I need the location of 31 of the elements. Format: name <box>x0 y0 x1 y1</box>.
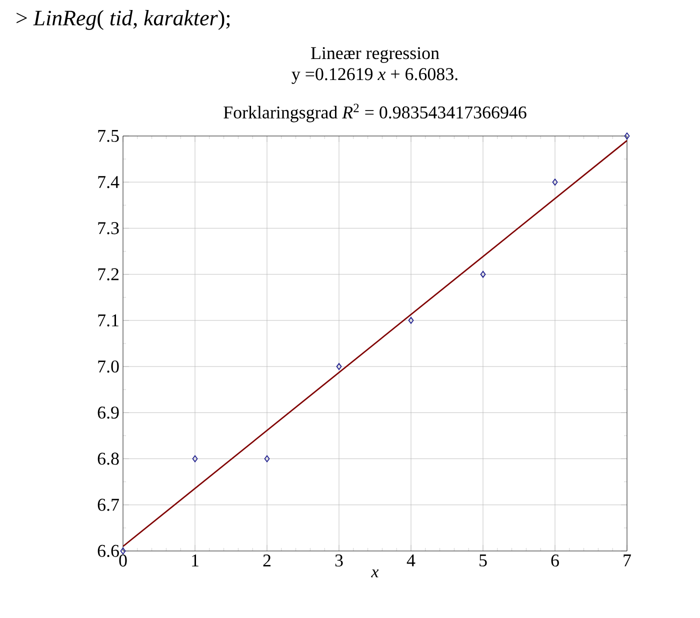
chart-title: Lineær regression <box>311 47 440 63</box>
x-axis-title: x <box>371 569 379 578</box>
point <box>192 455 198 462</box>
x-tick-label: 0 <box>119 554 127 567</box>
x-tick-label: 4 <box>406 554 416 566</box>
x-tick-label: 7 <box>624 554 631 566</box>
x-tick-label: 2 <box>263 554 271 566</box>
x-tick-label: 3 <box>335 554 343 567</box>
x-tick-label: 5 <box>480 554 487 566</box>
y-tick-label: 7.3 <box>98 222 119 234</box>
y-tick-label: 6.7 <box>98 498 119 511</box>
x-tick-label: 1 <box>192 554 198 566</box>
y-tick-label: 6.6 <box>98 544 119 558</box>
chart-subtitle: y =0.12619 x + 6.6083. <box>292 68 458 84</box>
text: Forklaringsgrad R$^{2}$ = 0.983543417366946 <box>224 104 526 122</box>
y-tick-label: 7.1 <box>98 314 118 326</box>
y-tick-label: 7.5 <box>98 130 119 142</box>
point <box>552 178 558 186</box>
y-tick-label: 7.2 <box>98 268 119 280</box>
point <box>624 132 630 140</box>
y-tick-label: 6.8 <box>98 452 119 465</box>
text: > LinReg( tid, karakter); <box>16 10 230 30</box>
point <box>120 548 126 554</box>
y-tick-label: 7.0 <box>98 360 119 373</box>
point <box>408 316 414 324</box>
point <box>264 455 270 462</box>
point <box>480 270 486 278</box>
y-tick-label: 7.4 <box>98 176 120 188</box>
point <box>336 363 342 370</box>
y-tick-label: 6.9 <box>98 406 119 419</box>
x-tick-label: 6 <box>551 554 559 567</box>
